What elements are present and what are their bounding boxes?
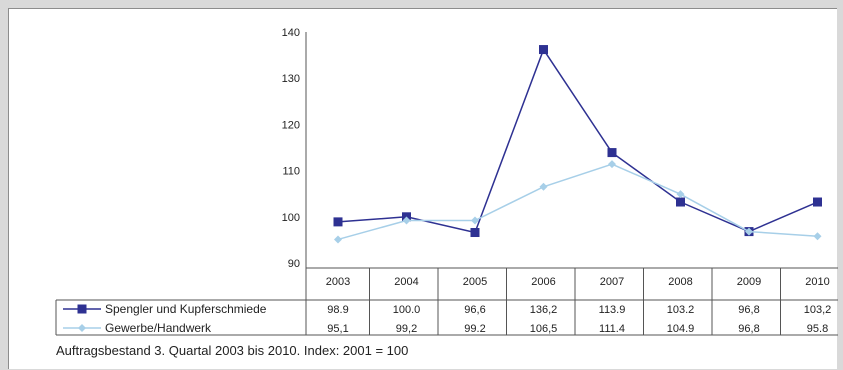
data-point-marker <box>813 232 822 241</box>
data-point-marker <box>607 148 617 158</box>
table-value-cell: 104.9 <box>667 323 695 335</box>
x-category-label: 2008 <box>668 276 692 288</box>
x-category-label: 2010 <box>805 276 829 288</box>
series-line <box>337 47 818 234</box>
y-tick-label: 130 <box>282 73 300 85</box>
x-category-label: 2005 <box>463 276 487 288</box>
x-category-label: 2009 <box>737 276 761 288</box>
data-point-marker <box>470 228 480 238</box>
table-value-cell: 106,5 <box>530 323 558 335</box>
table-value-cell: 96,6 <box>464 304 485 316</box>
chart-caption: Auftragsbestand 3. Quartal 2003 bis 2010… <box>56 343 409 358</box>
y-tick-label: 90 <box>288 258 300 270</box>
table-value-cell: 98.9 <box>327 304 348 316</box>
x-category-label: 2004 <box>394 276 418 288</box>
legend-series-name: Spengler und Kupferschmiede <box>105 302 267 316</box>
table-value-cell: 103.2 <box>667 304 695 316</box>
data-point-marker <box>333 217 343 227</box>
data-point-marker <box>402 216 411 225</box>
data-point-marker <box>471 216 479 225</box>
x-category-label: 2006 <box>531 276 555 288</box>
y-tick-label: 140 <box>282 27 300 39</box>
table-value-cell: 95,1 <box>327 323 348 335</box>
data-point-marker <box>745 227 753 236</box>
data-point-marker <box>539 45 548 55</box>
table-value-cell: 113.9 <box>599 304 626 316</box>
data-point-marker <box>539 182 548 191</box>
series-line <box>337 163 818 241</box>
data-point-marker <box>608 160 616 169</box>
table-value-cell: 96,8 <box>738 304 759 316</box>
table-value-cell: 99.2 <box>464 323 485 335</box>
y-tick-label: 120 <box>282 119 300 131</box>
table-value-cell: 111.4 <box>599 323 625 335</box>
data-point-marker <box>676 197 685 207</box>
table-value-cell: 136,2 <box>530 304 558 316</box>
y-tick-label: 100 <box>282 212 300 224</box>
legend-key-marker <box>78 324 86 332</box>
table-value-cell: 95.8 <box>807 323 828 335</box>
legend-key-marker <box>77 304 87 314</box>
legend-series-name: Gewerbe/Handwerk <box>105 321 212 335</box>
table-value-cell: 100.0 <box>393 304 421 316</box>
table-value-cell: 99,2 <box>396 323 417 335</box>
x-category-label: 2007 <box>600 276 624 288</box>
data-point-marker <box>676 190 685 199</box>
data-point-marker <box>334 235 342 244</box>
table-value-cell: 103,2 <box>804 304 832 316</box>
line-chart: 90 100 110 120 130 140 2003 2004 2005 2006 2007 200… <box>55 27 838 336</box>
y-tick-label: 110 <box>282 166 300 178</box>
data-point-marker <box>813 197 822 207</box>
x-category-label: 2003 <box>326 276 350 288</box>
table-value-cell: 96,8 <box>738 323 759 335</box>
chart-panel: 90 100 110 120 130 140 2003 2004 2005 2006 2007 200… <box>8 8 838 369</box>
